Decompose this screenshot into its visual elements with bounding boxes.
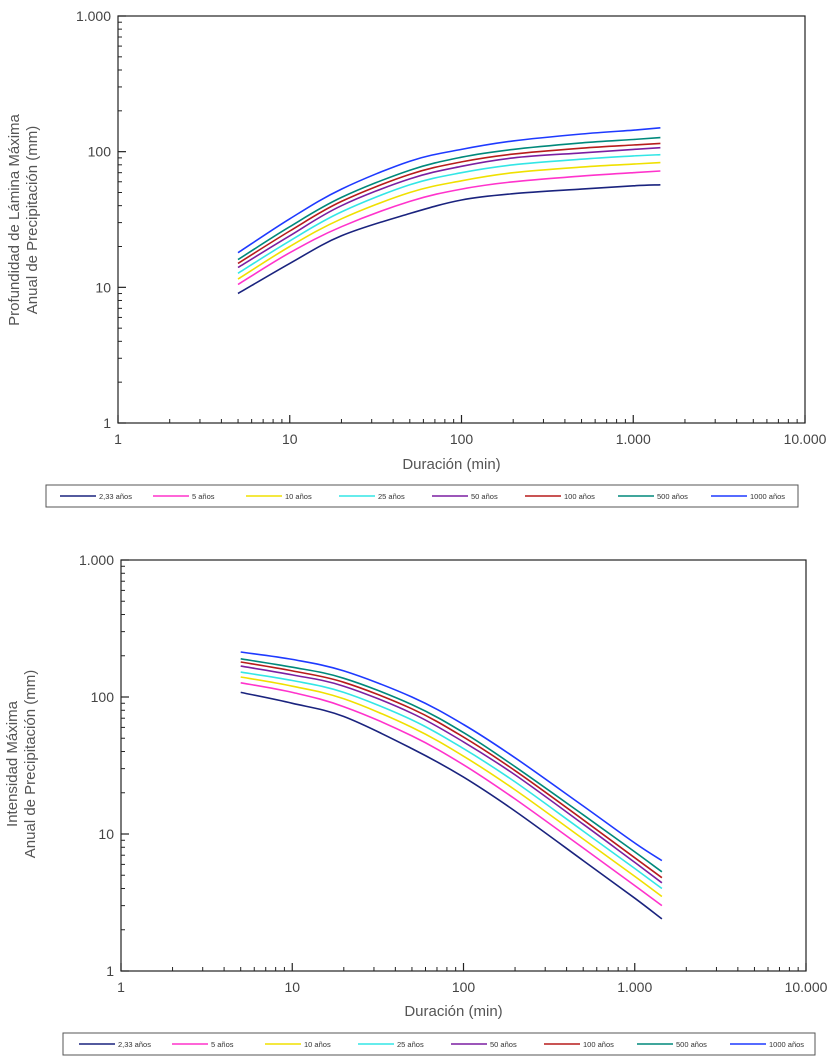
x-tick-label: 1 (117, 979, 125, 995)
legend-label: 10 años (304, 1040, 331, 1049)
series-line-4 (237, 146, 661, 269)
x-tick-label: 100 (450, 431, 474, 447)
legend-label: 100 años (564, 492, 595, 501)
legend-label: 1000 años (750, 492, 785, 501)
y-tick-label: 1 (106, 963, 114, 979)
y-tick-label: 1 (103, 415, 111, 431)
series-line-5 (240, 661, 663, 879)
legend-box (45, 484, 799, 508)
chart-depth-vs-duration: 1 10 100 1.000 10.000 1 10 100 1.000 Duración (mi… (0, 0, 839, 515)
x-tick-label: 1.000 (617, 979, 652, 995)
legend-label: 2,33 años (99, 492, 132, 501)
y-tick-label: 1.000 (79, 552, 114, 568)
legend-label: 10 años (285, 492, 312, 501)
y-axis-title: Anual de Precipitación (mm) (24, 126, 41, 314)
legend-label: 5 años (211, 1040, 234, 1049)
legend-label: 50 años (471, 492, 498, 501)
series-line-7 (237, 127, 661, 254)
x-tick-label: 10.000 (784, 431, 827, 447)
y-axis-title: Profundidad de Lámina Máxima (6, 113, 23, 325)
legend-label: 1000 años (769, 1040, 804, 1049)
y-tick-label: 1.000 (76, 8, 111, 24)
plot-frame (117, 15, 806, 424)
series-line-2 (240, 676, 663, 898)
legend-box (62, 1032, 816, 1056)
series-line-1 (240, 682, 663, 907)
legend-label: 2,33 años (118, 1040, 151, 1049)
y-tick-label: 100 (91, 689, 115, 705)
series-line-3 (240, 671, 663, 890)
series-line-6 (237, 136, 661, 261)
x-tick-label: 1 (114, 431, 122, 447)
series-line-0 (237, 184, 661, 295)
x-tick-label: 100 (452, 979, 476, 995)
series-line-3 (237, 153, 661, 274)
series-line-6 (240, 658, 663, 873)
series-line-2 (237, 161, 661, 280)
y-tick-label: 10 (95, 279, 111, 295)
x-tick-label: 10 (284, 979, 300, 995)
series-line-1 (237, 170, 661, 286)
legend-label: 500 años (657, 492, 688, 501)
chart-intensity-vs-duration: 1 10 100 1.000 10.000 1 10 100 1.000 Duración (mi… (0, 540, 839, 1061)
x-axis-title: Duración (min) (404, 1003, 502, 1020)
y-axis-title: Anual de Precipitación (mm) (22, 670, 39, 858)
series-line-0 (240, 691, 663, 920)
x-tick-label: 1.000 (616, 431, 651, 447)
x-tick-label: 10 (282, 431, 298, 447)
series-line-7 (240, 651, 663, 862)
legend-label: 500 años (676, 1040, 707, 1049)
series-line-4 (240, 665, 663, 884)
legend-label: 5 años (192, 492, 215, 501)
legend-label: 100 años (583, 1040, 614, 1049)
legend-label: 25 años (378, 492, 405, 501)
x-axis-title: Duración (min) (402, 456, 500, 473)
chart-2-svg: 1 10 100 1.000 10.000 1 10 100 1.000 Duración (mi… (4, 552, 828, 1056)
y-axis-title: Intensidad Máxima (4, 700, 21, 827)
y-tick-label: 100 (88, 144, 112, 160)
legend-label: 50 años (490, 1040, 517, 1049)
x-tick-label: 10.000 (785, 979, 828, 995)
y-tick-label: 10 (98, 826, 114, 842)
legend-label: 25 años (397, 1040, 424, 1049)
series-line-5 (237, 142, 661, 265)
chart-1-svg: 1 10 100 1.000 10.000 1 10 100 1.000 Duración (mi… (6, 8, 827, 508)
